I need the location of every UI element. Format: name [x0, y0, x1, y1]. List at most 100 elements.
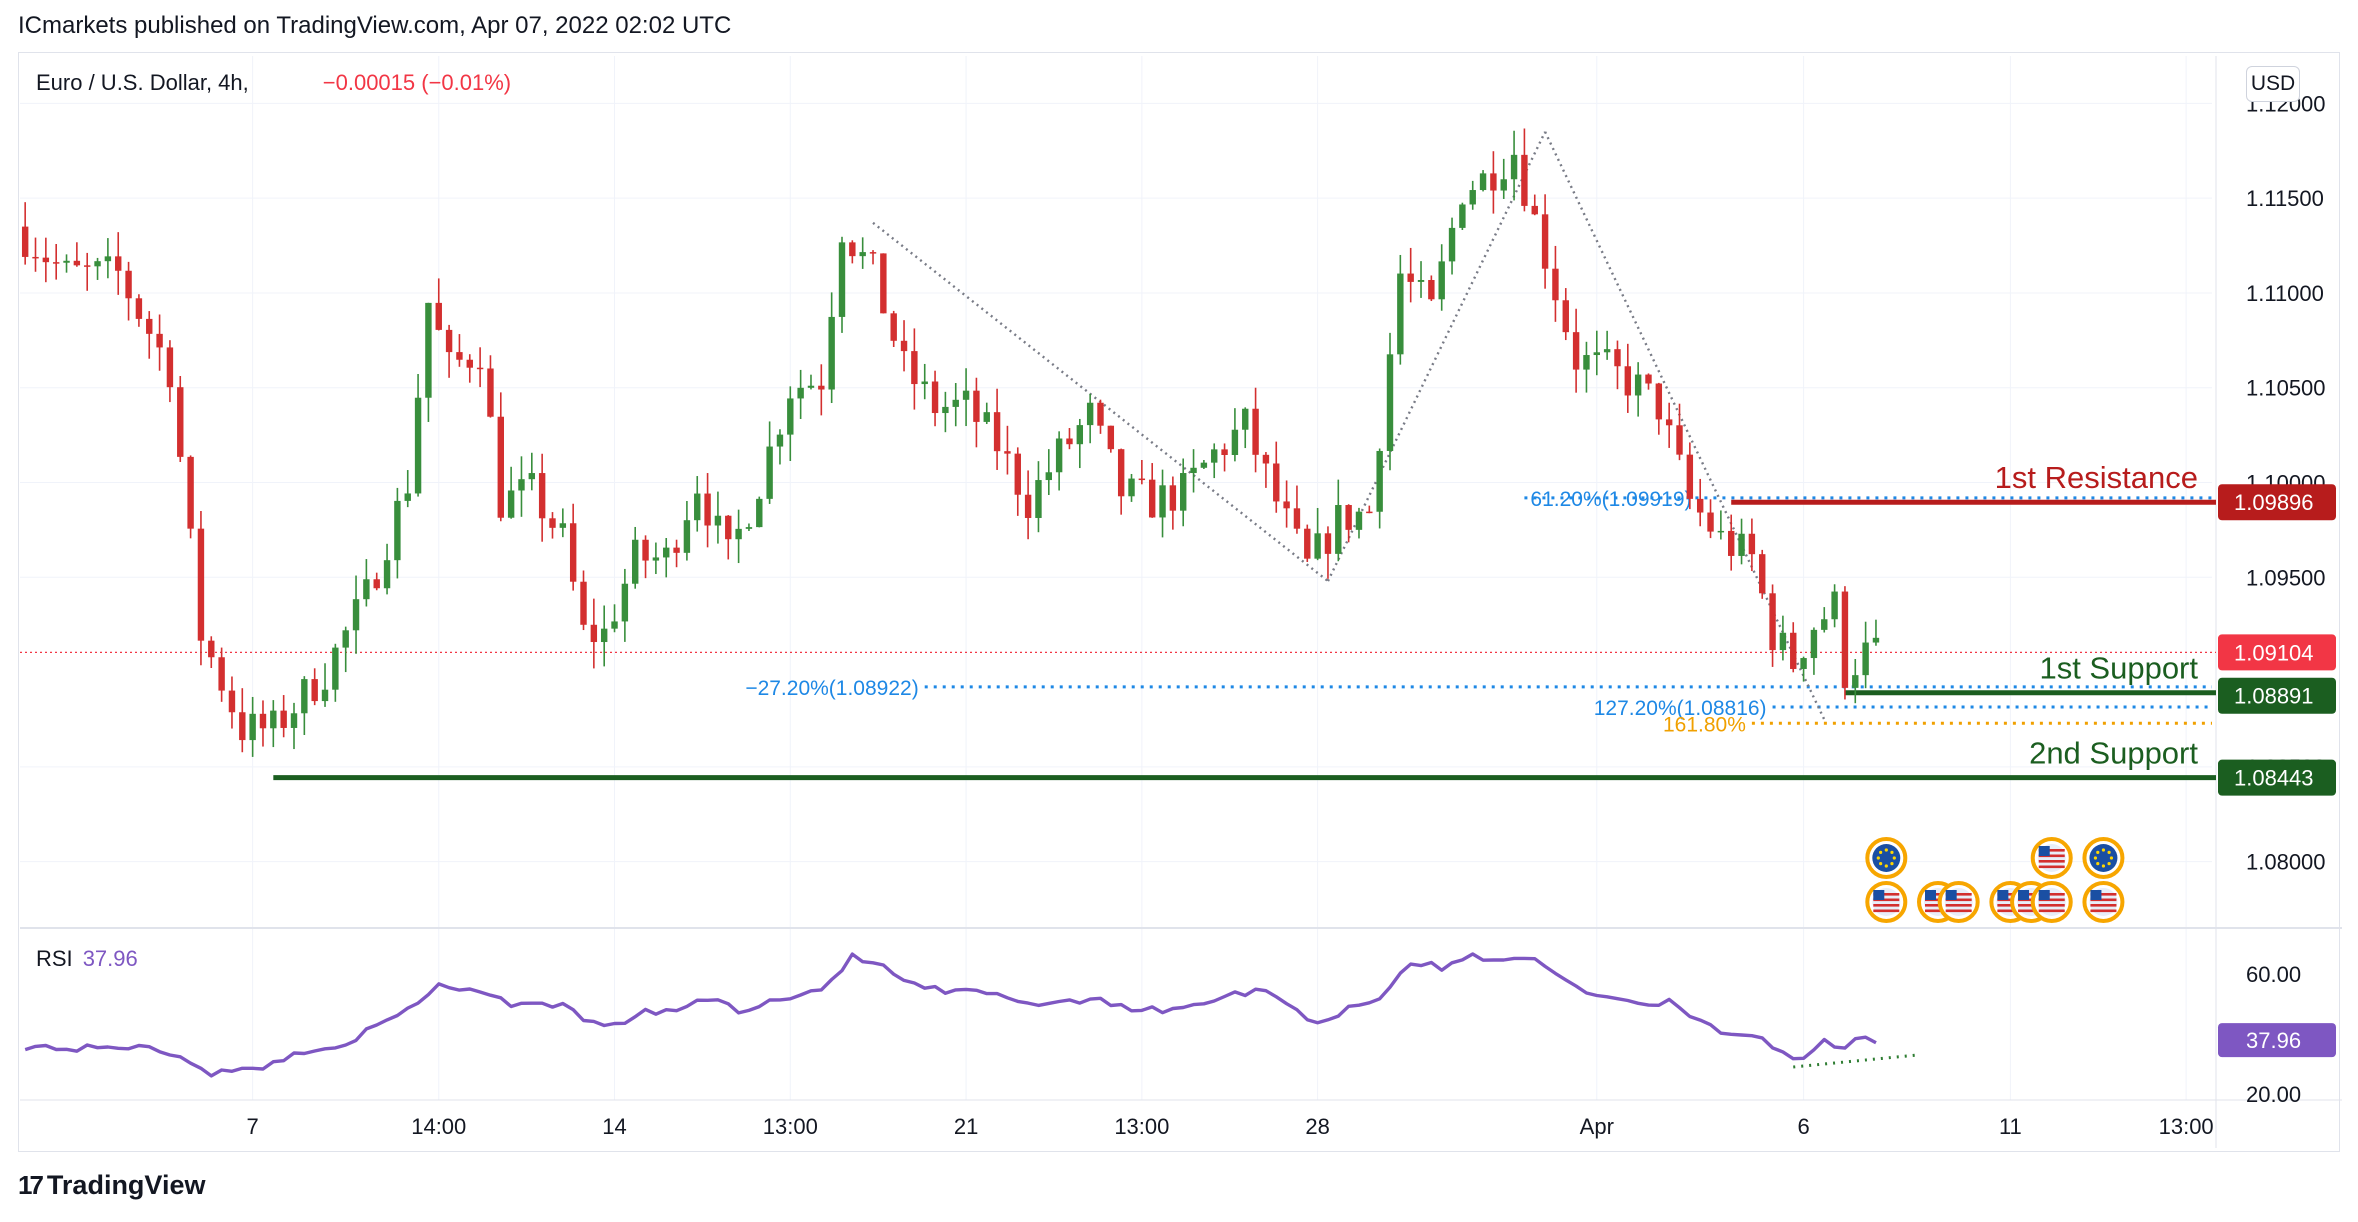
candle-body [818, 385, 825, 390]
candle-body [1759, 554, 1766, 594]
time-tick-label: 7 [247, 1114, 259, 1139]
candle-body [1076, 425, 1084, 445]
candle-body [456, 352, 463, 360]
candle-body [1821, 619, 1828, 630]
candle-body [993, 412, 1001, 452]
flag-stripe [2038, 904, 2065, 907]
candle-body [559, 523, 567, 528]
candle-body [549, 518, 556, 528]
candle-body [1097, 402, 1104, 426]
candle-body [621, 583, 629, 622]
candle-body [352, 599, 360, 631]
flag-canton [2090, 890, 2102, 900]
candle-body [52, 262, 60, 264]
flag-stripe [1925, 893, 1951, 896]
currency-button[interactable]: USD [2246, 66, 2300, 102]
candle-body [1086, 402, 1094, 426]
candle-body [1645, 374, 1652, 384]
price-change: −0.00015 (−0.01%) [322, 70, 512, 95]
candle-body [187, 456, 194, 529]
candle-body [1862, 642, 1869, 676]
candle-body [600, 628, 608, 643]
candle-body [404, 493, 411, 501]
flag-stripe [1925, 909, 1951, 913]
candle-body [1552, 268, 1559, 301]
candle-body [1138, 478, 1146, 481]
candle-body [104, 256, 112, 262]
candle-body [394, 500, 401, 561]
candle-body [1273, 463, 1280, 502]
candle-body [42, 257, 50, 263]
candle-body [476, 367, 484, 370]
candle-body [177, 387, 184, 457]
fib-level-label: 127.20%(1.08816) [1594, 697, 1767, 720]
candle-body [849, 242, 856, 257]
candle-body [1190, 467, 1197, 474]
candle-body [900, 340, 908, 352]
fib-level-label: −27.20%(1.08922) [745, 677, 918, 700]
candle-body [1293, 508, 1301, 529]
candle-body [942, 406, 949, 414]
candle-body [270, 710, 277, 729]
candle-body [414, 397, 422, 494]
flag-star [1884, 864, 1888, 868]
flag-canton [2018, 890, 2030, 900]
candle-body [1169, 485, 1177, 511]
symbol-legend[interactable]: Euro / U.S. Dollar, 4h, −0.00015 (−0.01%) [36, 70, 511, 96]
candle-body [239, 712, 246, 741]
candle-body [714, 515, 722, 526]
level-label: 1st Support [2039, 651, 2198, 686]
candle-body [1345, 505, 1352, 530]
candle-body [84, 265, 91, 267]
candle-body [952, 399, 959, 407]
candle-body [1438, 261, 1445, 300]
candle-body [373, 579, 380, 589]
tradingview-footer[interactable]: 17 TradingView [18, 1170, 205, 1201]
candle-body [1355, 511, 1363, 530]
flag-canton [1997, 890, 2009, 900]
candle-body [342, 630, 349, 648]
flag-stripe [2038, 865, 2065, 869]
candle-body [1148, 479, 1156, 518]
candle-body [1200, 462, 1208, 468]
resistance-price-badge: 1.09896 [2234, 490, 2314, 515]
candle-body [859, 252, 866, 257]
flag-stripe [2038, 854, 2065, 858]
rsi-legend[interactable]: RSI 37.96 [36, 946, 138, 972]
candle-body [1686, 454, 1694, 499]
support2-price-badge-bg [2218, 759, 2336, 796]
flag-canton [1873, 890, 1885, 900]
candle-body [663, 547, 670, 558]
candle-body [280, 710, 287, 728]
price-tick-label: 1.11500 [2246, 186, 2324, 211]
candle-body [1221, 449, 1228, 455]
candle-body [704, 493, 711, 526]
candle-body [1304, 528, 1311, 559]
candle-body [507, 490, 515, 518]
flag-stripe [1873, 898, 1900, 902]
candle-body [1397, 273, 1404, 355]
flag-stripe [2038, 860, 2065, 863]
candle-body [1717, 530, 1725, 533]
trend-line [1326, 131, 1547, 582]
candle-body [1262, 454, 1270, 464]
candle-body [497, 416, 504, 518]
candle-body [1562, 300, 1569, 333]
candle-body [208, 640, 215, 658]
candle-body [1531, 205, 1538, 215]
candle-body [828, 316, 835, 390]
candle-body [1634, 374, 1642, 396]
candle-body [590, 624, 598, 643]
candle-body [435, 302, 442, 330]
candle-body [383, 560, 391, 589]
candle-body [218, 657, 225, 691]
candle-body [1510, 154, 1518, 180]
candle-body [807, 385, 815, 388]
candle-body [580, 581, 587, 625]
candle-body [228, 690, 236, 713]
flag-star [2096, 862, 2100, 866]
candle-body [931, 381, 939, 414]
candle-body [1479, 173, 1487, 191]
rsi-value: 37.96 [82, 946, 138, 971]
